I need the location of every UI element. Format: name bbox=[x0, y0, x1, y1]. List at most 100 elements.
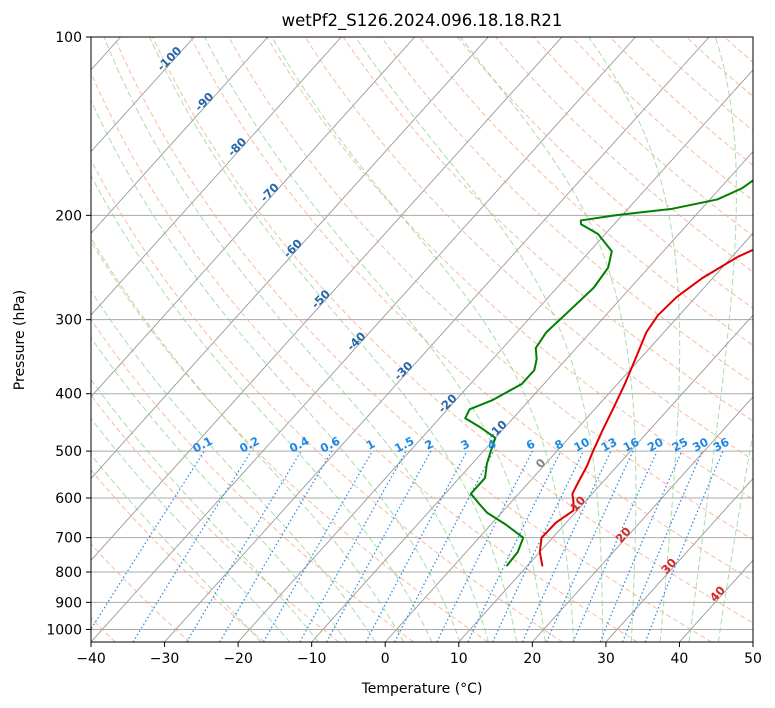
moist-adiabat-line bbox=[103, 37, 489, 642]
isotherm-line bbox=[458, 314, 753, 642]
mixing-ratio-label: 36 bbox=[711, 435, 732, 455]
isotherm-line bbox=[605, 477, 753, 642]
moist-adiabat-line bbox=[688, 37, 737, 642]
isotherm-line bbox=[311, 150, 753, 642]
isotherm-line bbox=[91, 37, 342, 316]
chart-title: wetPf2_S126.2024.096.18.18.R21 bbox=[282, 11, 563, 31]
moist-adiabat-line bbox=[91, 174, 433, 642]
mixing-ratio-labels: 0.1 0.2 0.4 0.6 1 1.5 2 3 4 6 8 10 13 16 20 25 30 36 bbox=[190, 434, 731, 456]
y-axis: 100 200 300 400 500 600 700 800 900 1000 bbox=[46, 30, 91, 638]
plot-area: 0.1 0.2 0.4 0.6 1 1.5 2 3 4 6 8 10 13 16 20 25 30 36 -100… bbox=[91, 37, 753, 642]
dry-adiabat-line bbox=[419, 37, 753, 346]
x-tick-label: 0 bbox=[381, 651, 390, 667]
moist-adiabat-line bbox=[588, 37, 681, 642]
dry-adiabat-line bbox=[91, 469, 265, 642]
isotherm-line bbox=[91, 37, 416, 398]
mixing-ratio-label: 16 bbox=[621, 435, 642, 455]
moist-adiabat-line bbox=[149, 37, 518, 642]
plot-frame bbox=[90, 36, 754, 643]
dry-adiabat-line bbox=[533, 37, 753, 237]
mixing-ratio-line bbox=[132, 450, 252, 642]
y-tick-label: 800 bbox=[55, 565, 82, 581]
dry-adiabat-line bbox=[91, 394, 340, 642]
dry-adiabat-line bbox=[304, 37, 753, 461]
dry-adiabat-line bbox=[91, 71, 638, 642]
y-tick-label: 200 bbox=[55, 208, 82, 224]
isotherm-line bbox=[531, 396, 753, 642]
dry-adiabat-line bbox=[113, 37, 712, 642]
sounding-series bbox=[464, 179, 753, 567]
mixing-ratio-label: 20 bbox=[645, 435, 666, 455]
mixing-ratio-line bbox=[91, 450, 205, 631]
mixing-ratio-label: 30 bbox=[690, 435, 711, 455]
dry-adiabat-line bbox=[91, 159, 563, 642]
dry-adiabat-line bbox=[91, 240, 489, 642]
moist-adiabat-line bbox=[355, 37, 604, 642]
moist-adiabat-line bbox=[271, 37, 575, 642]
moist-adiabat-line bbox=[91, 290, 376, 642]
mixing-ratio-line bbox=[186, 450, 302, 642]
mixing-ratio-line bbox=[546, 450, 634, 642]
dry-adiabat-line bbox=[91, 318, 414, 642]
moist-adiabat-line bbox=[717, 430, 753, 642]
mixing-ratio-line bbox=[492, 450, 585, 642]
mixing-ratio-line bbox=[467, 450, 562, 642]
y-axis-label: Pressure (hPa) bbox=[12, 290, 28, 390]
mixing-ratio-label: 10 bbox=[571, 435, 592, 455]
x-tick-label: 10 bbox=[450, 651, 468, 667]
isotherm-line bbox=[91, 37, 269, 235]
y-tick-label: 400 bbox=[55, 387, 82, 403]
x-tick-label: 50 bbox=[744, 651, 762, 667]
moist-adiabat-line bbox=[91, 99, 461, 642]
x-axis: −40 −30 −20 −10 0 10 20 30 40 50 bbox=[76, 642, 762, 667]
y-tick-label: 300 bbox=[55, 313, 82, 329]
isobar-lines bbox=[91, 37, 753, 630]
x-tick-label: −20 bbox=[223, 651, 253, 667]
isotherm-lines bbox=[91, 37, 753, 642]
y-tick-label: 700 bbox=[55, 531, 82, 547]
y-tick-label: 1000 bbox=[46, 622, 82, 638]
x-tick-label: −30 bbox=[150, 651, 180, 667]
moist-adiabat-line bbox=[91, 236, 405, 642]
mixing-ratio-line bbox=[219, 450, 333, 642]
dry-adiabat-line bbox=[228, 37, 753, 541]
dry-adiabat-line bbox=[495, 37, 753, 273]
temperature-line bbox=[538, 248, 753, 567]
isotherm-line bbox=[91, 37, 489, 480]
isotherm-line bbox=[384, 232, 753, 642]
x-tick-label: −10 bbox=[297, 651, 327, 667]
y-tick-label: 100 bbox=[55, 30, 82, 46]
x-tick-label: 40 bbox=[671, 651, 689, 667]
dry-adiabat-line bbox=[190, 37, 753, 582]
isotherm-line bbox=[237, 69, 753, 642]
mixing-ratio-label: 25 bbox=[670, 435, 691, 455]
isotherm-line bbox=[91, 37, 563, 561]
moist-adiabat-line bbox=[460, 37, 637, 642]
mixing-ratio-line bbox=[521, 450, 612, 642]
dry-adiabat-line bbox=[152, 37, 753, 624]
mixing-ratio-line bbox=[326, 450, 432, 642]
mixing-ratio-line bbox=[262, 450, 373, 642]
isotherm-line bbox=[164, 37, 710, 642]
isotherm-line bbox=[91, 37, 636, 642]
dry-adiabat-line bbox=[457, 37, 753, 309]
moist-adiabat-line bbox=[204, 37, 546, 642]
x-tick-label: −40 bbox=[76, 651, 106, 667]
dry-adiabat-line bbox=[342, 37, 753, 422]
y-tick-label: 600 bbox=[55, 491, 82, 507]
dewpoint-line bbox=[464, 179, 753, 567]
moist-adiabat-line bbox=[91, 379, 319, 642]
y-tick-label: 900 bbox=[55, 595, 82, 611]
mixing-ratio-lines bbox=[91, 450, 724, 642]
mixing-ratio-line bbox=[599, 450, 683, 642]
isotherm-line bbox=[91, 37, 195, 153]
dry-adiabat-lines bbox=[91, 37, 753, 642]
moist-adiabat-lines bbox=[91, 37, 753, 642]
x-tick-label: 20 bbox=[523, 651, 541, 667]
x-tick-label: 30 bbox=[597, 651, 615, 667]
x-axis-label: Temperature (°C) bbox=[361, 681, 483, 697]
dry-adiabat-line bbox=[609, 37, 753, 166]
mixing-ratio-line bbox=[299, 450, 407, 642]
